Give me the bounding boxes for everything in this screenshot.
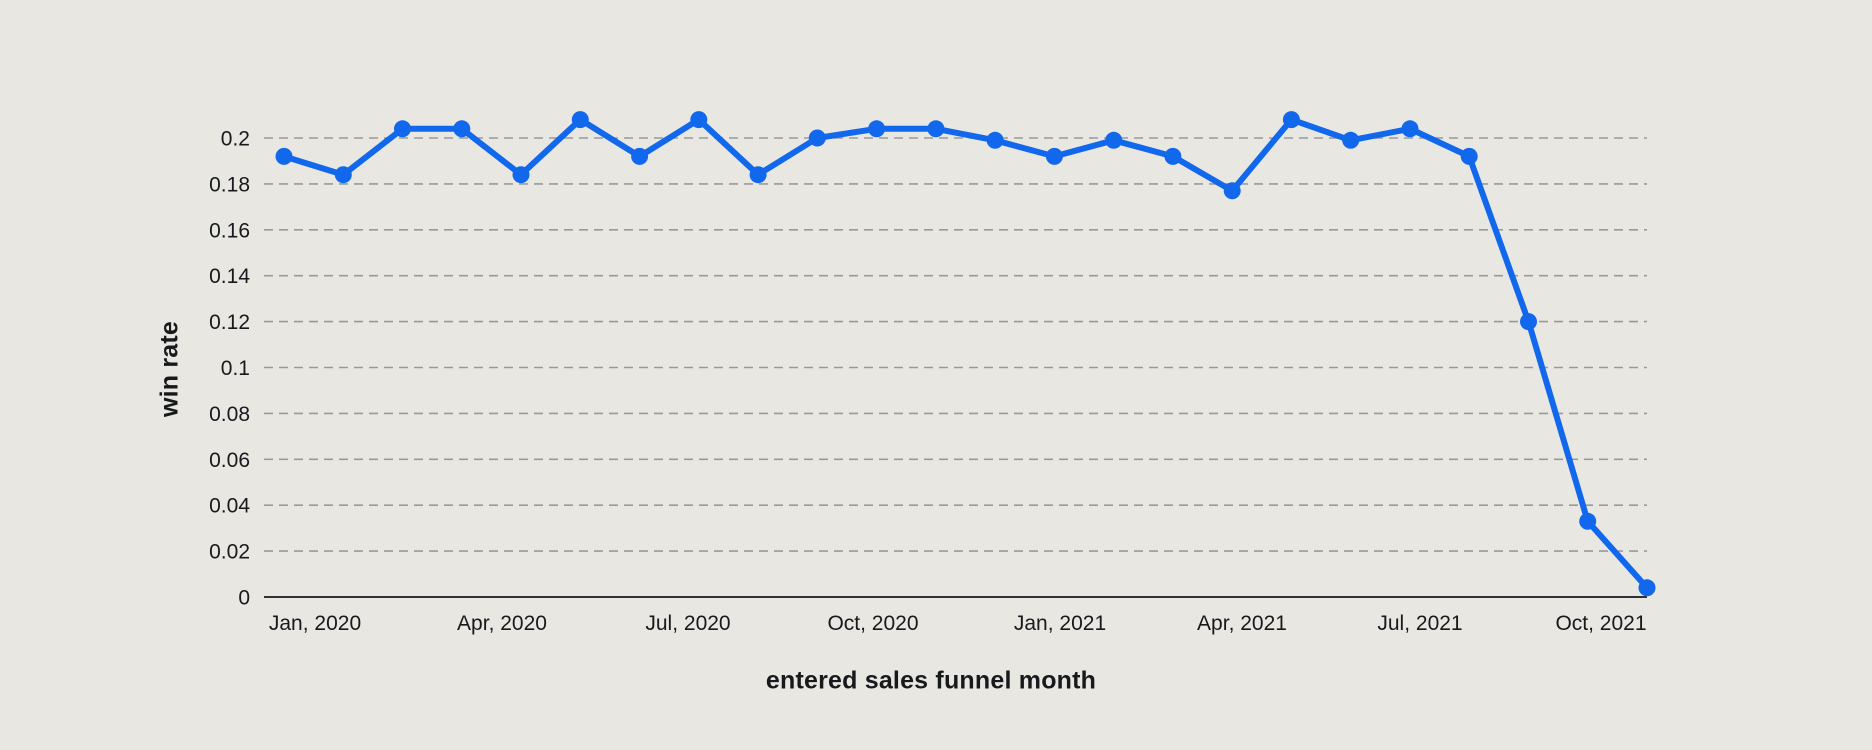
y-tick-label: 0.1 xyxy=(221,357,250,380)
data-point[interactable] xyxy=(1105,131,1123,149)
data-point[interactable] xyxy=(808,129,826,147)
y-tick-label: 0 xyxy=(238,587,250,610)
x-tick-label: Jan, 2020 xyxy=(269,612,361,635)
data-point[interactable] xyxy=(1282,111,1300,129)
y-tick-label: 0.16 xyxy=(209,219,250,242)
x-tick-label: Oct, 2021 xyxy=(1555,612,1646,635)
y-tick-label: 0.08 xyxy=(209,403,250,426)
data-point[interactable] xyxy=(1579,512,1597,530)
x-tick-label: Apr, 2021 xyxy=(1197,612,1287,635)
data-point[interactable] xyxy=(512,166,530,184)
data-point[interactable] xyxy=(1045,147,1063,165)
x-tick-label: Jul, 2021 xyxy=(1377,612,1462,635)
data-point[interactable] xyxy=(1520,313,1537,331)
y-tick-label: 0.12 xyxy=(209,311,250,334)
data-point[interactable] xyxy=(1342,131,1360,149)
data-point[interactable] xyxy=(334,166,352,184)
y-tick-label: 0.06 xyxy=(209,449,250,472)
x-tick-label: Oct, 2020 xyxy=(827,612,918,635)
data-point[interactable] xyxy=(986,131,1004,149)
data-point[interactable] xyxy=(1460,147,1478,165)
y-tick-label: 0.18 xyxy=(209,173,250,196)
y-axis-title: win rate xyxy=(155,320,184,418)
win-rate-line xyxy=(281,116,1650,591)
data-point[interactable] xyxy=(1638,579,1656,597)
y-tick-label: 0.02 xyxy=(209,541,250,564)
y-tick-label: 0.14 xyxy=(209,265,250,288)
data-point[interactable] xyxy=(868,120,886,138)
data-point[interactable] xyxy=(453,120,471,138)
data-point[interactable] xyxy=(571,111,589,129)
data-point[interactable] xyxy=(927,120,945,138)
data-point[interactable] xyxy=(690,111,708,129)
data-point[interactable] xyxy=(631,147,649,165)
x-tick-label: Jan, 2021 xyxy=(1014,612,1106,635)
data-point[interactable] xyxy=(1223,182,1241,200)
x-axis-title: entered sales funnel month xyxy=(765,666,1097,695)
data-point[interactable] xyxy=(1164,147,1182,165)
data-point[interactable] xyxy=(1401,120,1419,138)
y-tick-label: 0.04 xyxy=(209,495,250,518)
x-tick-label: Jul, 2020 xyxy=(645,612,730,635)
data-point[interactable] xyxy=(394,120,411,138)
data-point[interactable] xyxy=(275,147,293,165)
x-tick-label: Apr, 2020 xyxy=(457,612,547,635)
y-tick-label: 0.2 xyxy=(221,128,250,151)
data-point[interactable] xyxy=(749,166,767,184)
